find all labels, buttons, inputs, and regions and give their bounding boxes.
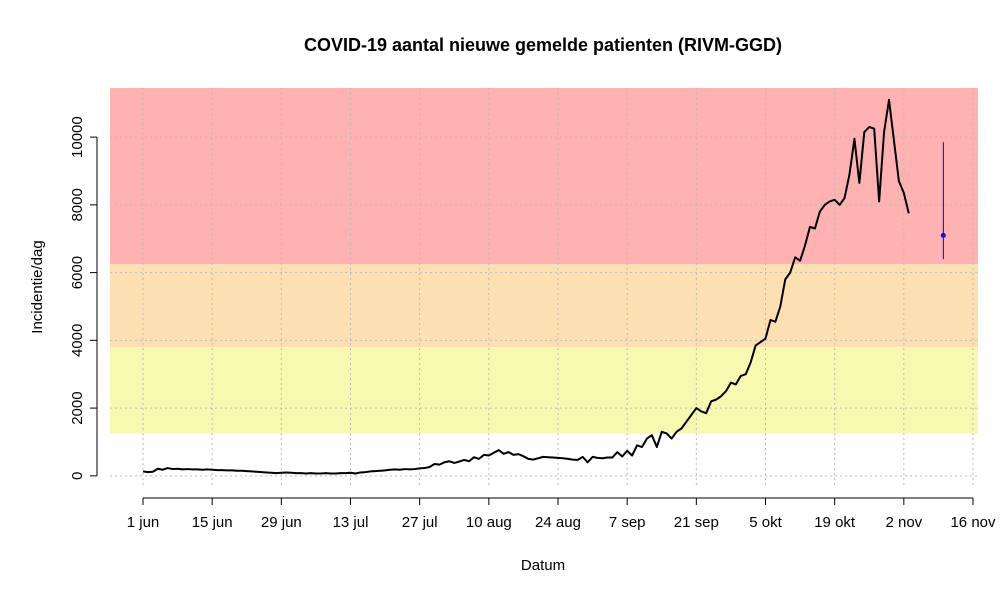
x-tick-label: 16 nov — [950, 514, 996, 531]
x-tick-label: 7 sep — [609, 514, 646, 531]
risk-band — [110, 88, 978, 265]
x-tick-label: 21 sep — [674, 514, 719, 531]
estimate-point — [940, 232, 946, 238]
y-tick-label: 6000 — [69, 256, 86, 289]
x-tick-label: 1 jun — [127, 514, 160, 531]
y-tick-label: 0 — [69, 472, 86, 480]
x-tick-label: 27 jul — [402, 514, 438, 531]
risk-band — [110, 264, 978, 348]
y-tick-label: 2000 — [69, 391, 86, 424]
x-tick-label: 19 okt — [814, 514, 856, 531]
y-tick-label: 10000 — [69, 116, 86, 158]
y-tick-label: 8000 — [69, 188, 86, 221]
chart-title: COVID-19 aantal nieuwe gemelde patienten… — [304, 35, 782, 55]
data-line — [142, 98, 910, 475]
x-tick-label: 29 jun — [261, 514, 302, 531]
risk-band — [110, 347, 978, 434]
x-tick-label: 13 jul — [333, 514, 369, 531]
x-tick-label: 15 jun — [192, 514, 233, 531]
x-tick-label: 5 okt — [749, 514, 782, 531]
x-axis-label: Datum — [521, 557, 565, 574]
x-tick-label: 24 aug — [535, 514, 581, 531]
y-axis-label: Incidentie/dag — [29, 240, 46, 333]
y-tick-label: 4000 — [69, 324, 86, 357]
x-tick-label: 10 aug — [466, 514, 512, 531]
x-tick-label: 2 nov — [885, 514, 922, 531]
